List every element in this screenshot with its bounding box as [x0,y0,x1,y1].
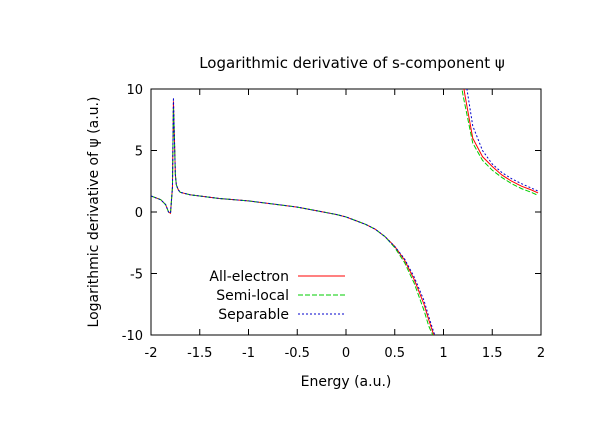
plot-frame [150,88,542,336]
y-tick-label: 0 [135,206,143,221]
y-tick-label: -10 [122,329,143,344]
legend: All-electron Semi-local Separable [209,269,345,323]
chart-title: Logarithmic derivative of s-component ψ [199,54,505,72]
series-line-semi-local-segment-1 [151,107,434,335]
x-tick-label: -0.5 [285,346,310,361]
series-line-semi-local-segment-2 [461,89,539,196]
x-tick-label: 0 [342,346,350,361]
x-tick-label: -2 [145,346,158,361]
series-line-separable-segment-1 [151,97,436,335]
x-axis-label: Energy (a.u.) [301,374,392,390]
x-axis-ticks: -2 -1.5 -1 -0.5 0 0.5 1 1.5 2 [145,89,545,361]
x-tick-label: 1.5 [482,346,503,361]
x-tick-label: -1 [242,346,255,361]
legend-label: Separable [218,307,289,323]
series-line-all-electron-segment-1 [151,101,435,335]
x-tick-label: -1.5 [187,346,212,361]
legend-label: Semi-local [216,288,289,304]
series-layer [151,89,539,335]
x-tick-label: 0.5 [384,346,405,361]
series-line-all-electron-segment-2 [463,89,539,194]
series-line-separable-segment-2 [466,89,539,192]
y-tick-label: 10 [126,83,143,98]
y-axis-ticks: 10 5 0 -5 -10 [122,83,541,344]
y-tick-label: 5 [135,145,143,160]
x-tick-label: 2 [537,346,545,361]
legend-label: All-electron [209,269,289,285]
y-tick-label: -5 [130,268,143,283]
x-tick-label: 1 [439,346,447,361]
y-axis-label: Logarithmic derivative of ψ (a.u.) [86,97,102,328]
